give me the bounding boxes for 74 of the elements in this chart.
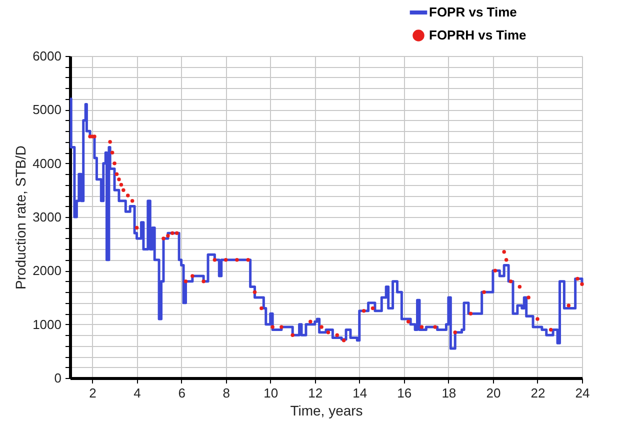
y-tick-label: 5000 [32, 102, 62, 118]
point [406, 320, 410, 324]
point [117, 178, 121, 182]
point [453, 330, 457, 334]
point [536, 317, 540, 321]
point [114, 172, 119, 176]
point [580, 282, 584, 286]
x-tick-label: 22 [530, 386, 546, 400]
point [92, 134, 96, 138]
x-tick-label: 18 [442, 386, 456, 400]
point [518, 284, 522, 289]
point [280, 325, 284, 329]
point [126, 194, 130, 198]
point [166, 234, 170, 238]
y-tick-label: 0 [54, 370, 62, 386]
point [110, 150, 114, 154]
x-tick-label: 8 [222, 386, 230, 400]
point [308, 320, 312, 324]
x-tick-label: 6 [178, 386, 186, 400]
point [130, 199, 134, 203]
x-axis-title: Time, years [290, 402, 363, 418]
x-tick-label: 24 [575, 386, 590, 400]
y-axis-title: Production rate, STB/D [12, 146, 29, 290]
point [235, 258, 239, 262]
point [526, 296, 530, 300]
point [362, 309, 366, 313]
x-tick-label: 20 [486, 386, 501, 400]
x-tick-label: 2 [89, 386, 96, 400]
point [468, 312, 473, 316]
point [224, 258, 228, 262]
point [260, 306, 264, 310]
point [342, 338, 346, 342]
y-tick-label: 4000 [32, 156, 62, 171]
point [270, 325, 274, 329]
x-tick-label: 12 [308, 386, 323, 400]
point [252, 290, 257, 294]
point [112, 161, 116, 166]
point [548, 328, 553, 332]
point [174, 231, 179, 235]
point [246, 258, 250, 262]
point [190, 274, 194, 278]
point [576, 276, 580, 281]
point [108, 140, 112, 144]
point [493, 268, 498, 273]
point [335, 333, 339, 337]
x-tick-label: 4 [134, 386, 141, 400]
point [502, 250, 506, 254]
point [202, 280, 206, 284]
point [326, 330, 330, 334]
point [170, 231, 174, 235]
point [420, 325, 424, 329]
y-tick-label: 1000 [32, 316, 62, 332]
point [119, 182, 124, 187]
y-tick-label: 2000 [32, 263, 62, 278]
point [122, 188, 126, 192]
point [134, 226, 139, 230]
legend-label: FOPRH vs Time [429, 28, 526, 42]
legend-label: FOPR vs Time [429, 4, 517, 20]
point [566, 304, 571, 308]
point [212, 258, 217, 262]
x-tick-label: 14 [352, 386, 368, 400]
point [370, 306, 375, 310]
point [184, 280, 188, 284]
point [320, 325, 324, 329]
y-tick-label: 3000 [32, 210, 62, 224]
point [504, 258, 508, 262]
point [162, 236, 166, 240]
point [482, 290, 486, 294]
x-tick-label: 16 [397, 386, 412, 400]
point [508, 280, 513, 284]
x-tick-label: 10 [264, 386, 278, 400]
point [433, 325, 437, 329]
y-tick-label: 6000 [32, 48, 62, 64]
point [290, 333, 294, 337]
